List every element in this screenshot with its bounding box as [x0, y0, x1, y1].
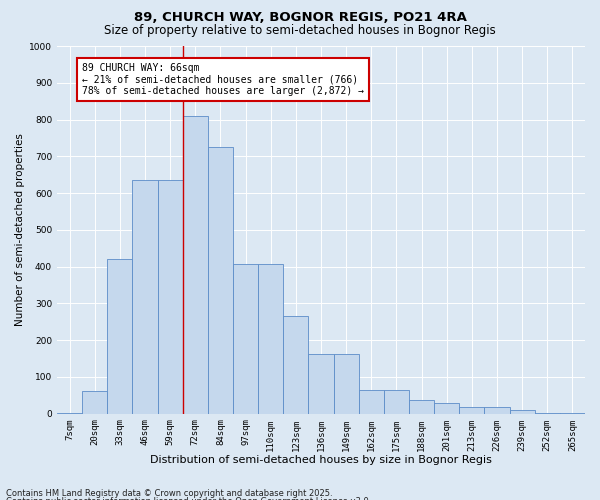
Bar	[82, 391, 107, 413]
Bar	[384, 390, 409, 413]
Text: Contains public sector information licensed under the Open Government Licence v3: Contains public sector information licen…	[6, 497, 371, 500]
Text: Size of property relative to semi-detached houses in Bognor Regis: Size of property relative to semi-detach…	[104, 24, 496, 37]
Bar	[233, 264, 258, 414]
Text: Contains HM Land Registry data © Crown copyright and database right 2025.: Contains HM Land Registry data © Crown c…	[6, 488, 332, 498]
Text: 89 CHURCH WAY: 66sqm
← 21% of semi-detached houses are smaller (766)
78% of semi: 89 CHURCH WAY: 66sqm ← 21% of semi-detac…	[82, 62, 364, 96]
Bar	[133, 180, 158, 414]
Bar	[57, 412, 82, 414]
Bar	[183, 116, 208, 414]
Bar	[283, 316, 308, 414]
Bar	[459, 407, 484, 414]
Bar	[509, 410, 535, 414]
Text: 89, CHURCH WAY, BOGNOR REGIS, PO21 4RA: 89, CHURCH WAY, BOGNOR REGIS, PO21 4RA	[134, 11, 466, 24]
Bar	[535, 412, 560, 414]
Bar	[434, 402, 459, 413]
Bar	[334, 354, 359, 414]
Bar	[258, 264, 283, 414]
Bar	[484, 407, 509, 414]
X-axis label: Distribution of semi-detached houses by size in Bognor Regis: Distribution of semi-detached houses by …	[150, 455, 492, 465]
Bar	[208, 147, 233, 413]
Bar	[308, 354, 334, 414]
Bar	[107, 260, 133, 414]
Bar	[158, 180, 183, 414]
Bar	[560, 412, 585, 414]
Bar	[409, 400, 434, 413]
Bar	[359, 390, 384, 413]
Y-axis label: Number of semi-detached properties: Number of semi-detached properties	[15, 134, 25, 326]
